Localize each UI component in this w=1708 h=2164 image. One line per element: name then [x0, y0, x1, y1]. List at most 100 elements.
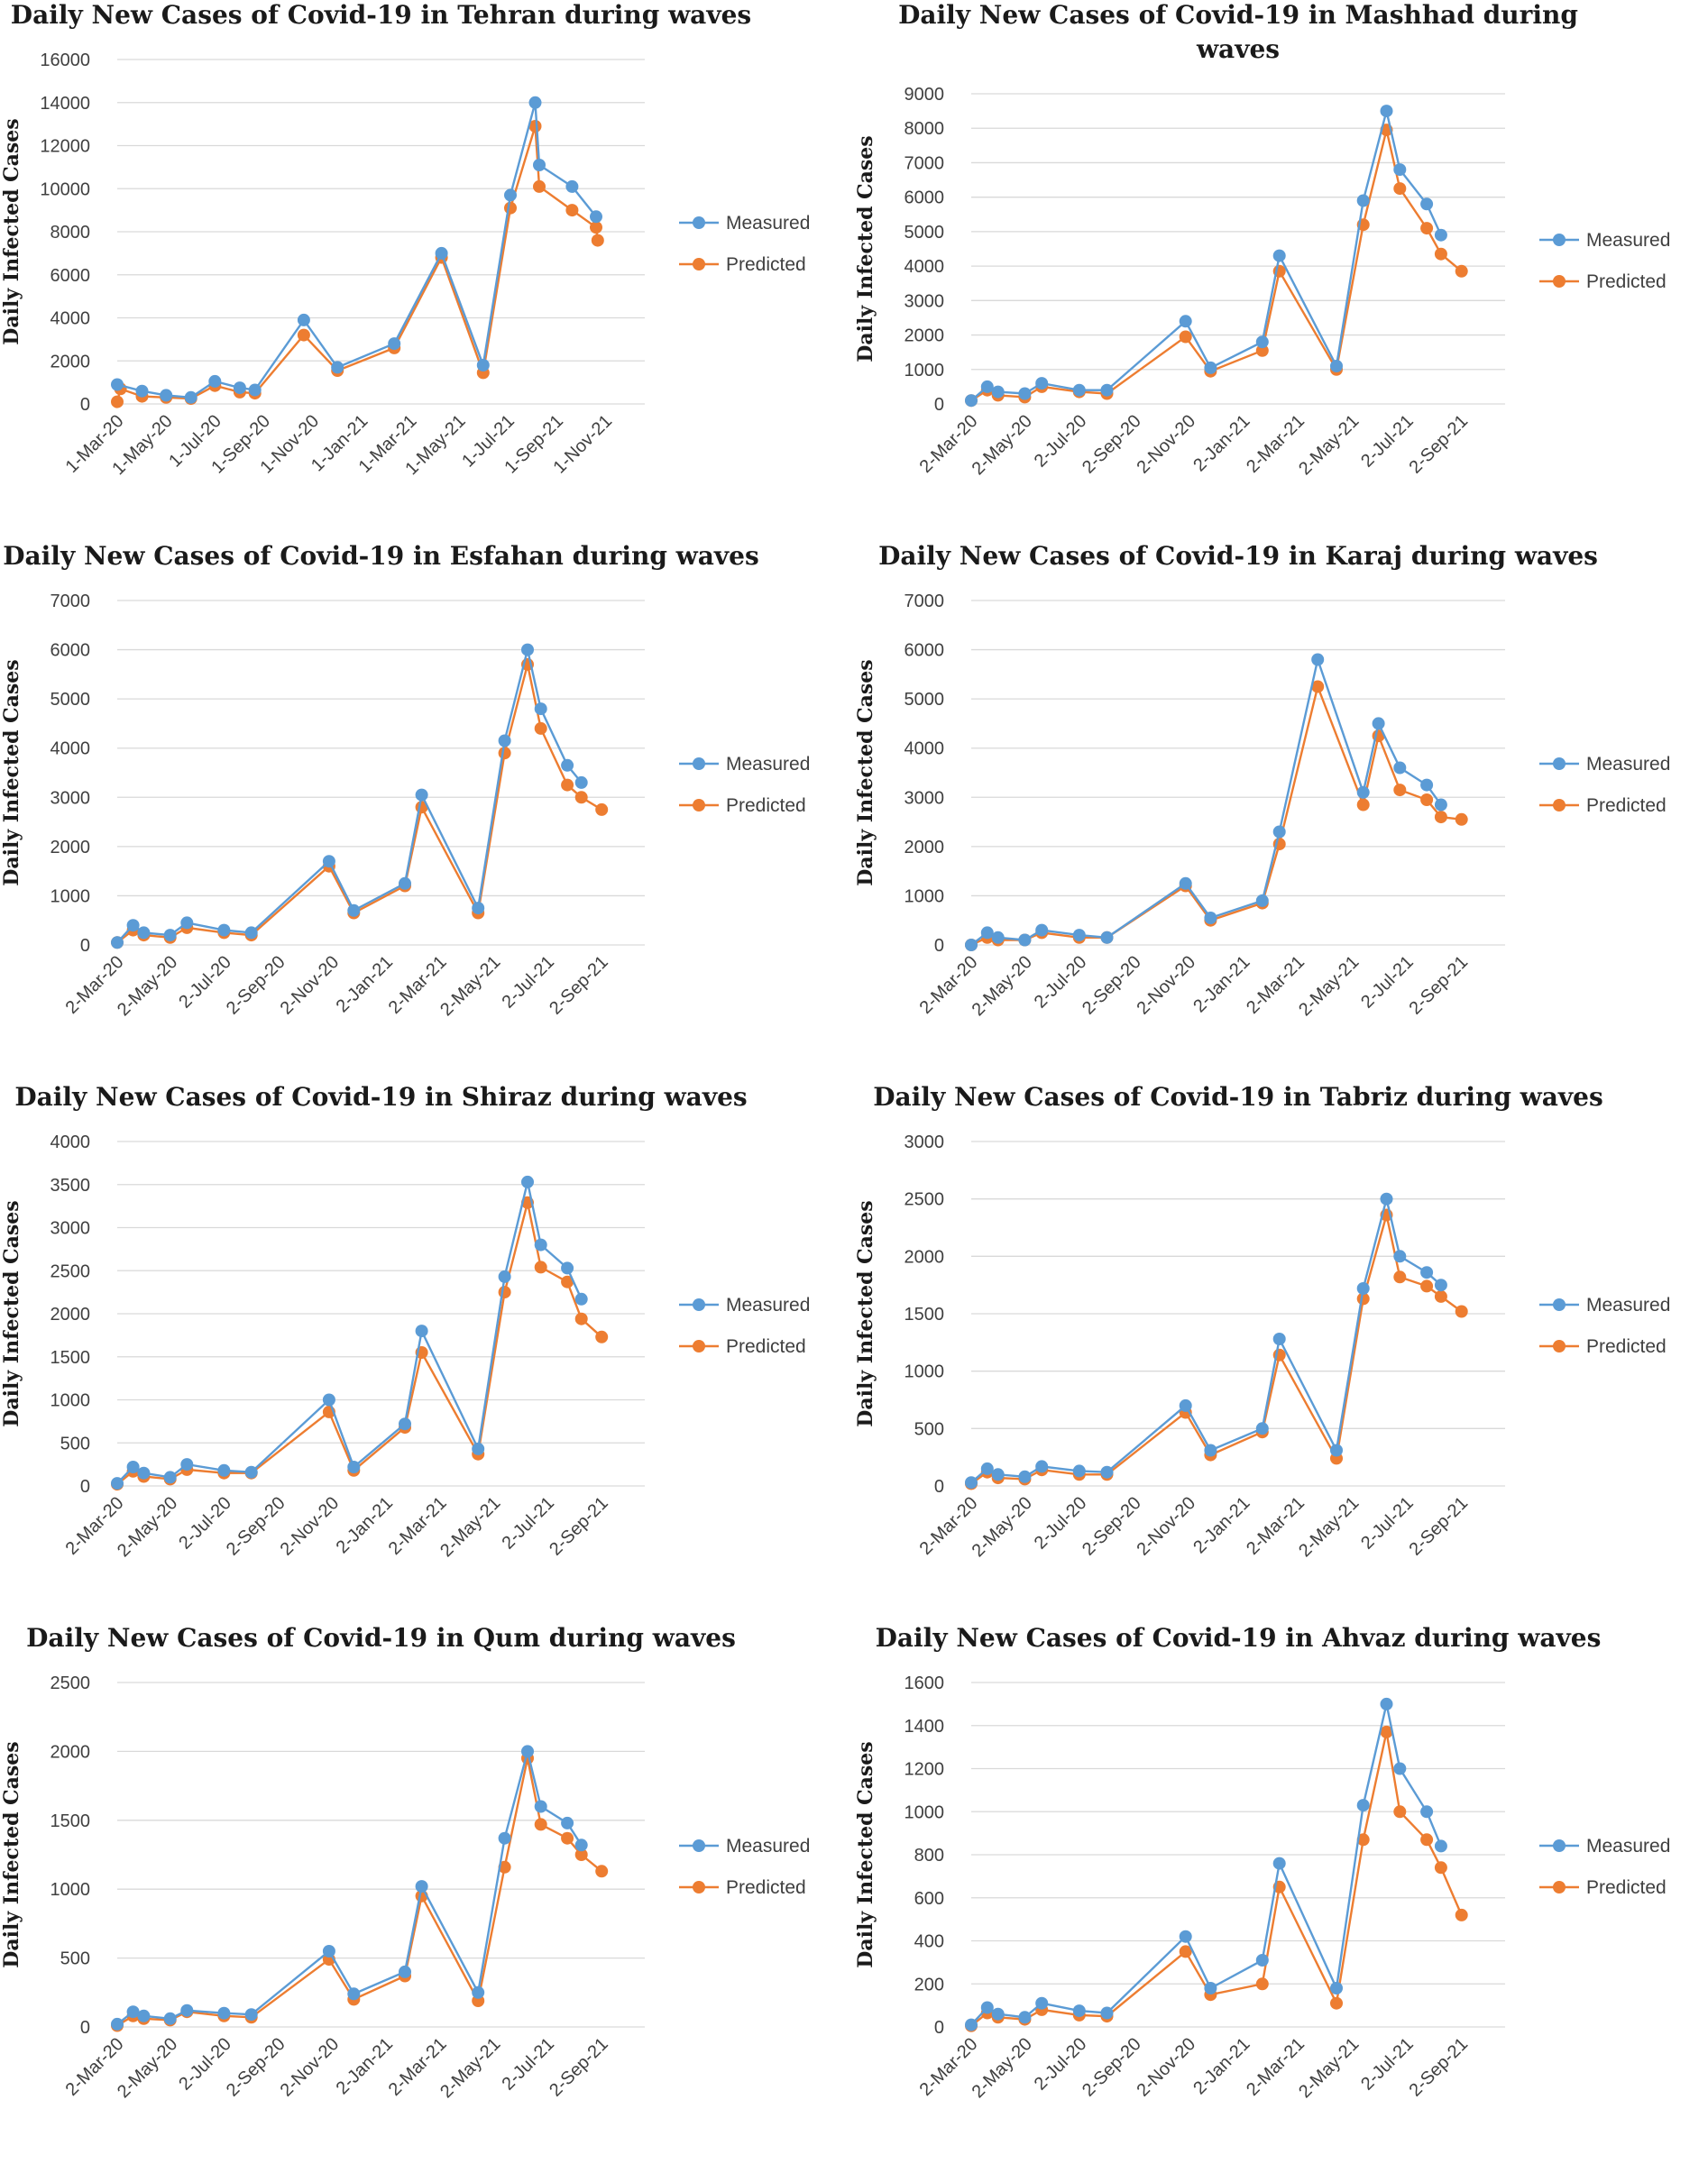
data-point-measured	[244, 1465, 258, 1479]
data-point-measured	[534, 1800, 547, 1813]
data-point-predicted	[561, 1275, 574, 1288]
data-point-measured	[1420, 778, 1434, 792]
data-point-measured	[322, 1945, 335, 1958]
data-point-measured	[980, 926, 994, 940]
data-point-measured	[1204, 1982, 1217, 1994]
data-point-measured	[435, 246, 448, 260]
data-point-measured	[1035, 1996, 1049, 2010]
data-point-predicted	[1420, 1279, 1434, 1293]
data-point-measured	[135, 384, 149, 398]
series-line-predicted	[970, 1215, 1463, 1485]
legend-swatch-marker	[693, 1298, 705, 1311]
y-tick-label: 2000	[51, 838, 91, 857]
data-point-measured	[1311, 653, 1325, 666]
series-line-measured	[116, 1751, 583, 2025]
legend-swatch-marker	[693, 757, 705, 770]
data-point-measured	[163, 1471, 177, 1484]
data-point-measured	[533, 159, 546, 171]
y-tick-label: 3000	[905, 291, 945, 311]
x-tick-label: 2-May-20	[969, 1493, 1036, 1561]
legend-swatch-marker	[693, 258, 705, 270]
x-tick-label: 2-Jan-21	[1189, 411, 1253, 475]
data-point-measured	[561, 1816, 574, 1829]
legend-swatch-marker	[1553, 234, 1566, 246]
data-point-measured	[331, 361, 344, 374]
y-tick-label: 16000	[40, 50, 90, 70]
x-tick-label: 2-Jan-21	[1189, 952, 1253, 1016]
y-tick-label: 3000	[51, 1219, 91, 1239]
data-point-predicted	[297, 328, 310, 342]
series-line-predicted	[970, 129, 1463, 402]
legend-label: Predicted	[1586, 271, 1667, 292]
legend-swatch-marker	[1553, 1839, 1566, 1852]
data-point-measured	[111, 1477, 124, 1490]
y-tick-label: 1000	[905, 361, 945, 381]
data-point-measured	[399, 876, 411, 890]
chart-panel-2: Daily New Cases of Covid-19 in Esfahan d…	[0, 541, 810, 1020]
chart-panel-6: Daily New Cases of Covid-19 in Qum durin…	[0, 1623, 810, 2102]
y-tick-label: 500	[60, 1949, 90, 1969]
data-point-measured	[1393, 163, 1407, 177]
y-tick-label: 1400	[905, 1717, 945, 1737]
data-point-predicted	[1356, 1833, 1370, 1847]
y-tick-label: 1000	[905, 886, 945, 906]
data-point-predicted	[574, 1848, 588, 1861]
data-point-measured	[208, 374, 222, 388]
legend-swatch-marker	[693, 1839, 705, 1852]
data-point-measured	[1072, 1464, 1086, 1478]
data-point-measured	[498, 1831, 511, 1845]
y-tick-label: 500	[60, 1434, 90, 1453]
legend-label: Measured	[726, 1295, 810, 1316]
data-point-predicted	[1455, 1305, 1468, 1318]
data-point-measured	[1072, 929, 1086, 942]
y-tick-label: 5000	[905, 223, 945, 243]
x-tick-label: 2-Sep-20	[1079, 411, 1145, 478]
data-point-predicted	[1393, 1805, 1407, 1819]
data-point-measured	[965, 1476, 978, 1490]
y-tick-label: 800	[914, 1846, 944, 1866]
chart-title: Daily New Cases of Covid-19 in Esfahan d…	[3, 541, 758, 571]
x-tick-label: 2-Sep-21	[546, 2034, 612, 2101]
x-tick-label: 2-Sep-20	[1079, 952, 1145, 1019]
legend-label: Predicted	[726, 795, 806, 816]
y-tick-label: 4000	[905, 257, 945, 277]
y-tick-label: 4000	[51, 309, 91, 329]
legend-label: Measured	[1586, 1836, 1670, 1857]
data-point-measured	[184, 390, 197, 404]
data-point-measured	[1272, 1857, 1286, 1870]
data-point-predicted	[498, 1286, 511, 1299]
data-point-predicted	[1393, 1270, 1407, 1284]
x-tick-label: 2-May-20	[969, 952, 1036, 1020]
x-tick-label: 2-Sep-21	[1405, 2034, 1472, 2101]
data-point-measured	[244, 2008, 258, 2022]
chart-panel-3: Daily New Cases of Covid-19 in Karaj dur…	[854, 541, 1670, 1020]
y-axis-label: Daily Infected Cases	[854, 1741, 877, 1967]
y-tick-label: 1000	[905, 1802, 945, 1822]
y-tick-label: 9000	[905, 85, 945, 105]
data-point-measured	[1420, 1805, 1434, 1819]
data-point-measured	[163, 2012, 177, 2025]
y-tick-label: 7000	[905, 153, 945, 173]
data-point-predicted	[504, 201, 517, 215]
data-point-predicted	[1330, 1996, 1343, 2010]
data-point-measured	[233, 381, 246, 395]
chart-panel-5: Daily New Cases of Covid-19 in Tabriz du…	[854, 1082, 1670, 1561]
y-tick-label: 1000	[51, 1391, 91, 1411]
y-tick-label: 7000	[51, 591, 91, 611]
legend-label: Predicted	[1586, 1336, 1667, 1357]
data-point-measured	[1393, 761, 1407, 775]
data-point-measured	[1380, 1697, 1393, 1710]
data-point-measured	[980, 2001, 994, 2014]
data-point-measured	[1420, 197, 1434, 211]
y-tick-label: 1600	[905, 1673, 945, 1693]
legend-swatch-marker	[1553, 757, 1566, 770]
y-tick-label: 500	[914, 1419, 944, 1439]
data-point-measured	[1204, 1444, 1217, 1457]
data-point-predicted	[1380, 1725, 1393, 1738]
data-point-measured	[534, 702, 547, 716]
y-tick-label: 0	[934, 2018, 944, 2038]
data-point-measured	[1179, 876, 1192, 890]
legend-label: Measured	[1586, 230, 1670, 251]
series-line-predicted	[116, 664, 602, 944]
x-tick-label: 2-Sep-21	[546, 952, 612, 1019]
